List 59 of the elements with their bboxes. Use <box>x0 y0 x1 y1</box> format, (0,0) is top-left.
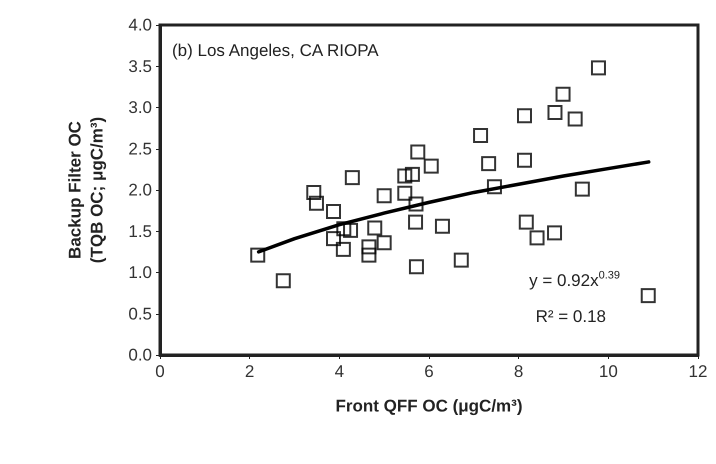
point <box>640 288 656 304</box>
point <box>397 186 412 201</box>
point <box>276 273 291 288</box>
point <box>376 188 392 204</box>
y-tick-label: 0.0 <box>128 346 152 364</box>
point <box>308 196 324 211</box>
point <box>516 152 532 168</box>
point <box>481 156 496 172</box>
point <box>556 86 571 102</box>
point <box>336 242 351 257</box>
x-axis-title: Front QFF OC (μgC/m³) <box>336 396 522 416</box>
x-tick-label: 8 <box>514 362 524 381</box>
point <box>408 196 424 212</box>
point <box>574 182 590 197</box>
point <box>326 231 342 246</box>
point <box>408 214 424 230</box>
point <box>361 239 376 254</box>
point <box>568 112 583 127</box>
x-tick-label: 4 <box>334 362 344 381</box>
annotation: R² = 0.18 <box>536 307 606 326</box>
y-tick-label: 2.5 <box>128 139 152 158</box>
x-tick-label: 2 <box>244 362 254 381</box>
point <box>530 230 545 246</box>
x-tick-label: 0 <box>155 362 165 381</box>
point <box>367 220 382 236</box>
x-tick-label: 12 <box>688 362 708 381</box>
x-tick-label: 10 <box>598 362 618 381</box>
point <box>473 128 488 144</box>
point <box>361 248 376 263</box>
point <box>424 158 439 174</box>
point <box>397 168 412 184</box>
y-tick-label: 1.5 <box>128 222 152 241</box>
point <box>250 248 266 263</box>
y-tick-label: 0.5 <box>128 304 152 324</box>
point <box>434 218 450 234</box>
point <box>547 225 562 240</box>
point <box>306 184 322 200</box>
point <box>408 259 424 274</box>
point <box>326 204 342 219</box>
annotation: (b) Los Angeles, CA RIOPA <box>172 41 380 60</box>
point <box>410 144 426 160</box>
y-axis-title: Backup Filter OC (TQB OC; μgC/m³) <box>66 116 106 264</box>
point <box>486 179 502 194</box>
y-tick-label: 4.0 <box>128 16 152 34</box>
point <box>454 252 469 268</box>
point <box>404 166 420 182</box>
point <box>590 60 606 76</box>
y-tick-label: 3.5 <box>128 56 152 76</box>
point <box>547 104 562 120</box>
y-tick-label: 1.0 <box>128 263 152 282</box>
point <box>518 214 534 230</box>
point <box>516 108 532 124</box>
y-tick-label: 3.0 <box>128 98 152 117</box>
point <box>376 235 392 250</box>
y-tick-label: 2.0 <box>128 180 152 200</box>
point <box>344 170 360 186</box>
point <box>336 221 352 236</box>
point <box>343 222 358 238</box>
x-tick-label: 6 <box>424 362 434 381</box>
